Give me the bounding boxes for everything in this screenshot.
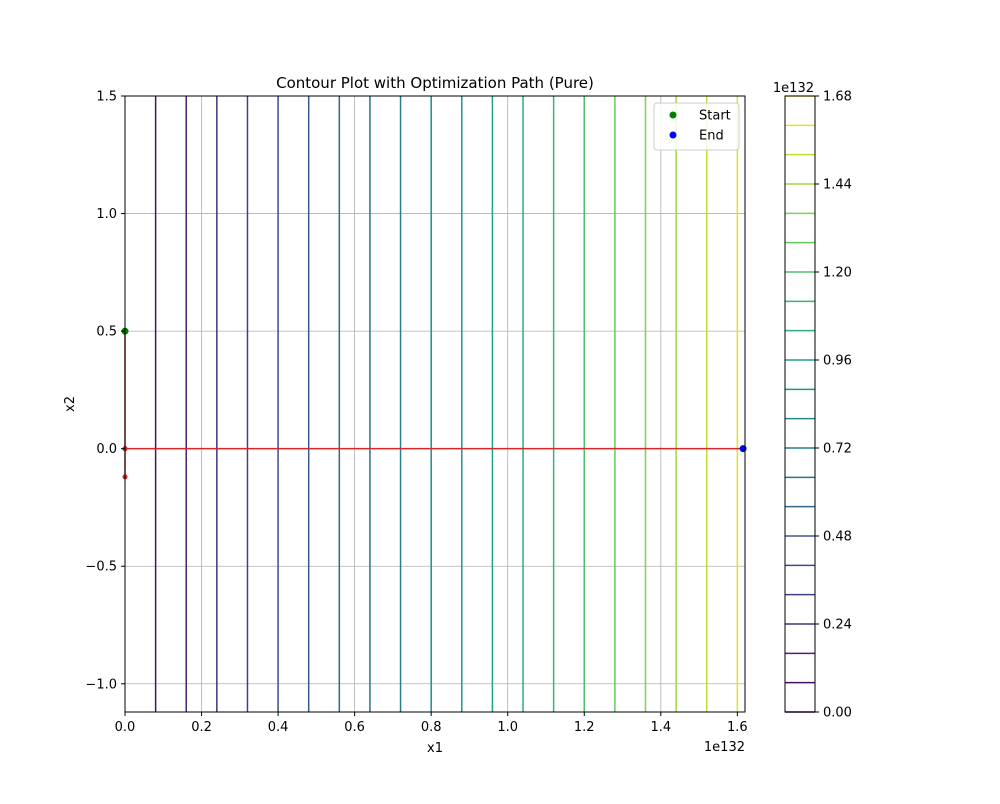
x-tick-label: 1.4 xyxy=(650,720,671,735)
colorbar-tick-label: 0.96 xyxy=(823,354,852,369)
x-tick-label: 1.0 xyxy=(497,720,518,735)
x-tick-label: 0.8 xyxy=(421,720,442,735)
x-tick-label: 1.6 xyxy=(727,720,748,735)
x-tick-label: 0.0 xyxy=(115,720,136,735)
colorbar-tick-label: 0.24 xyxy=(823,618,852,633)
y-tick-label: 1.0 xyxy=(96,207,117,222)
x-axis-scale-label: 1e132 xyxy=(704,740,745,755)
colorbar-tick-label: 1.68 xyxy=(823,90,852,105)
legend-label-end: End xyxy=(699,129,724,144)
x-tick-label: 0.6 xyxy=(344,720,365,735)
plot-area xyxy=(125,96,745,712)
chart-title: Contour Plot with Optimization Path (Pur… xyxy=(276,74,594,92)
y-axis-label: x2 xyxy=(63,396,78,412)
x-tick-label: 0.4 xyxy=(268,720,289,735)
colorbar-tick-label: 0.48 xyxy=(823,530,852,545)
end-marker xyxy=(739,445,747,453)
legend-marker-start xyxy=(669,111,677,119)
colorbar-tick-label: 0.00 xyxy=(823,706,852,721)
colorbar-tick-label: 1.44 xyxy=(823,178,852,193)
plot-frame xyxy=(124,95,746,713)
colorbar-scale-label: 1e132 xyxy=(773,81,814,96)
x-tick-label: 0.2 xyxy=(191,720,212,735)
x-tick-label: 1.2 xyxy=(574,720,595,735)
colorbar-frame xyxy=(784,95,816,713)
legend-label-start: Start xyxy=(699,109,731,124)
colorbar-tick-label: 1.20 xyxy=(823,266,852,281)
y-tick-label: 0.0 xyxy=(96,442,117,457)
y-tick-label: −1.0 xyxy=(85,677,117,692)
colorbar-tick-label: 0.72 xyxy=(823,442,852,457)
y-tick-label: −0.5 xyxy=(85,560,117,575)
legend-marker-end xyxy=(669,131,677,139)
y-tick-label: 0.5 xyxy=(96,325,117,340)
x-axis-label: x1 xyxy=(427,741,443,756)
y-tick-label: 1.5 xyxy=(96,90,117,105)
